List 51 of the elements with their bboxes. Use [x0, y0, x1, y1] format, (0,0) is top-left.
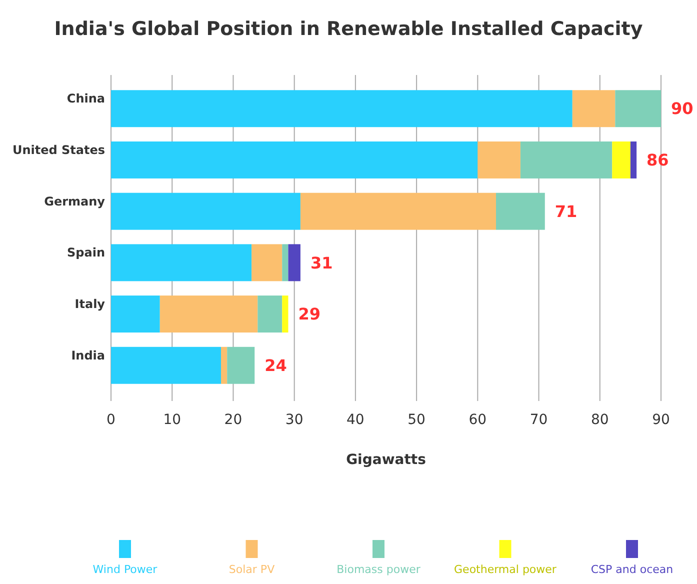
bar — [478, 141, 520, 178]
legend-label: Wind Power — [92, 563, 158, 576]
x-tick-label: 90 — [652, 412, 670, 428]
total-label: 31 — [310, 253, 333, 272]
bar — [282, 244, 288, 282]
legend-label: Biomass power — [336, 563, 421, 576]
x-axis-title: Gigawatts — [346, 452, 426, 468]
bar — [300, 192, 496, 230]
bar — [615, 90, 661, 128]
bar — [227, 346, 255, 384]
bar — [111, 192, 300, 230]
y-tick-label: Italy — [74, 297, 106, 312]
y-tick-label: United States — [12, 142, 105, 157]
bar — [572, 90, 616, 128]
bar — [111, 90, 572, 128]
bar — [612, 141, 630, 178]
bar — [160, 296, 258, 333]
y-tick-label: India — [71, 348, 105, 362]
y-tick-label: Spain — [67, 246, 105, 260]
x-tick-label: 40 — [346, 412, 364, 428]
bar — [111, 141, 478, 178]
bar — [630, 141, 637, 178]
x-tick-label: 30 — [285, 412, 304, 428]
total-label: 29 — [298, 304, 320, 324]
x-tick-label: 10 — [163, 412, 182, 428]
legend-label: Geothermal power — [454, 563, 557, 576]
x-tick-label: 50 — [408, 412, 426, 428]
total-label: 71 — [554, 202, 578, 221]
x-tick-label: 60 — [468, 412, 487, 428]
bar — [252, 244, 282, 282]
bar — [496, 192, 545, 230]
bar — [258, 296, 282, 333]
x-tick-label: 70 — [530, 412, 548, 428]
bar — [111, 244, 252, 282]
x-tick-label: 80 — [590, 412, 609, 428]
y-tick-label: China — [66, 92, 105, 106]
y-tick-label: Germany — [44, 194, 106, 208]
total-label: 90 — [671, 99, 694, 118]
total-label: 24 — [264, 356, 287, 375]
bar — [111, 346, 221, 384]
x-tick-label: 0 — [106, 412, 116, 428]
bar — [111, 296, 160, 333]
bar — [520, 141, 612, 178]
total-label: 86 — [646, 150, 669, 170]
legend-label: Solar PV — [228, 563, 276, 576]
bar — [288, 244, 300, 282]
bar — [282, 296, 288, 333]
bar — [221, 346, 228, 384]
chart-title: India's Global Position in Renewable Installed Capacity — [54, 18, 644, 40]
legend-label: CSP and ocean — [590, 563, 674, 576]
x-tick-label: 20 — [224, 412, 242, 428]
